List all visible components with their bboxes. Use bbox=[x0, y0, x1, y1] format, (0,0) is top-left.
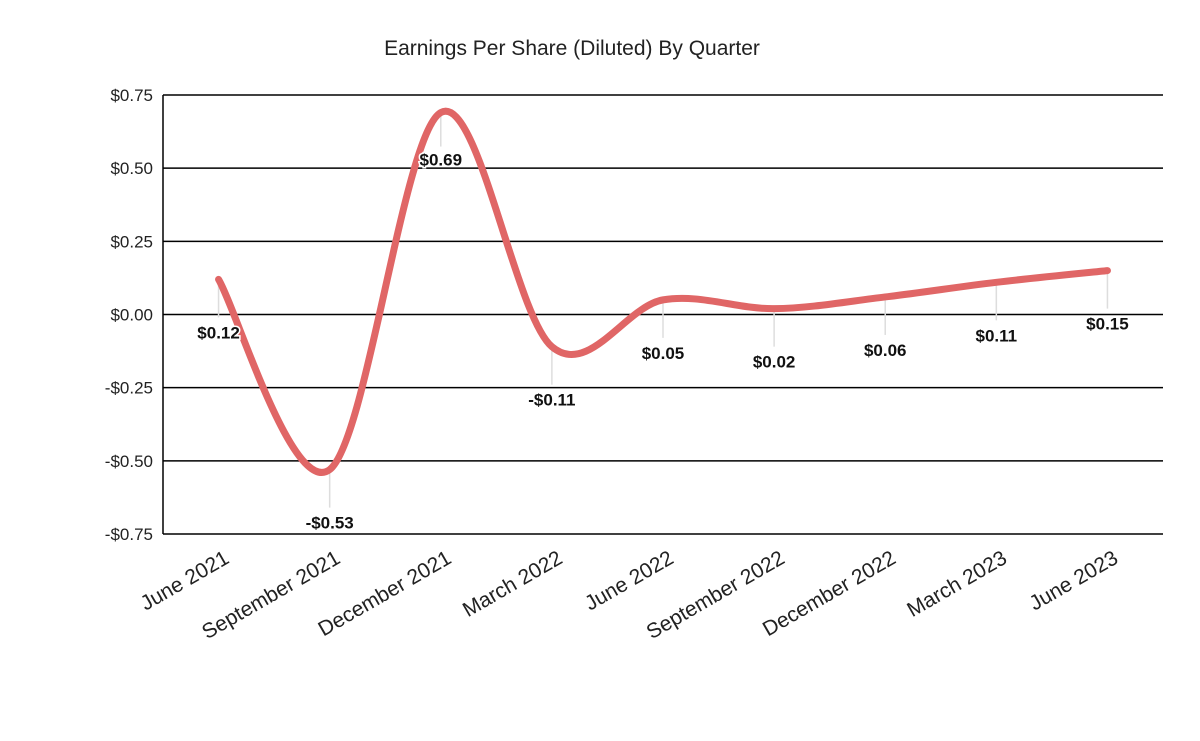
y-axis-tick-labels: $0.75 $0.50 $0.25 $0.00 -$0.25 -$0.50 -$0.75 bbox=[105, 86, 153, 544]
y-tick-label: $0.00 bbox=[110, 306, 153, 325]
data-label: $0.11 bbox=[976, 326, 1018, 345]
data-label: $0.05 bbox=[642, 344, 685, 363]
data-label: $0.69 bbox=[420, 151, 463, 170]
eps-series-line bbox=[215, 107, 1111, 476]
data-label: $0.02 bbox=[753, 353, 796, 372]
data-label: $0.06 bbox=[864, 341, 907, 360]
y-tick-label: -$0.25 bbox=[105, 379, 153, 398]
chart-title: Earnings Per Share (Diluted) By Quarter bbox=[384, 37, 760, 60]
data-label: -$0.53 bbox=[306, 514, 354, 533]
x-tick-label: June 2021 bbox=[137, 546, 233, 615]
x-tick-label: March 2023 bbox=[903, 546, 1011, 621]
x-tick-label: June 2022 bbox=[581, 546, 677, 615]
data-label: $0.15 bbox=[1086, 315, 1129, 334]
label-leader-lines bbox=[217, 112, 1109, 508]
x-tick-label: March 2022 bbox=[459, 546, 567, 621]
y-tick-label: -$0.50 bbox=[105, 452, 153, 471]
y-tick-label: $0.75 bbox=[110, 86, 153, 105]
y-tick-label: $0.50 bbox=[110, 159, 153, 178]
data-label: $0.12 bbox=[197, 323, 240, 342]
y-tick-label: -$0.75 bbox=[105, 525, 153, 544]
x-tick-label: June 2023 bbox=[1025, 546, 1121, 615]
y-tick-label: $0.25 bbox=[110, 232, 153, 251]
data-labels: $0.12 -$0.53 $0.69 -$0.11 $0.05 $0.02 $0.06 $0.… bbox=[196, 149, 1130, 534]
data-label: -$0.11 bbox=[528, 391, 575, 410]
